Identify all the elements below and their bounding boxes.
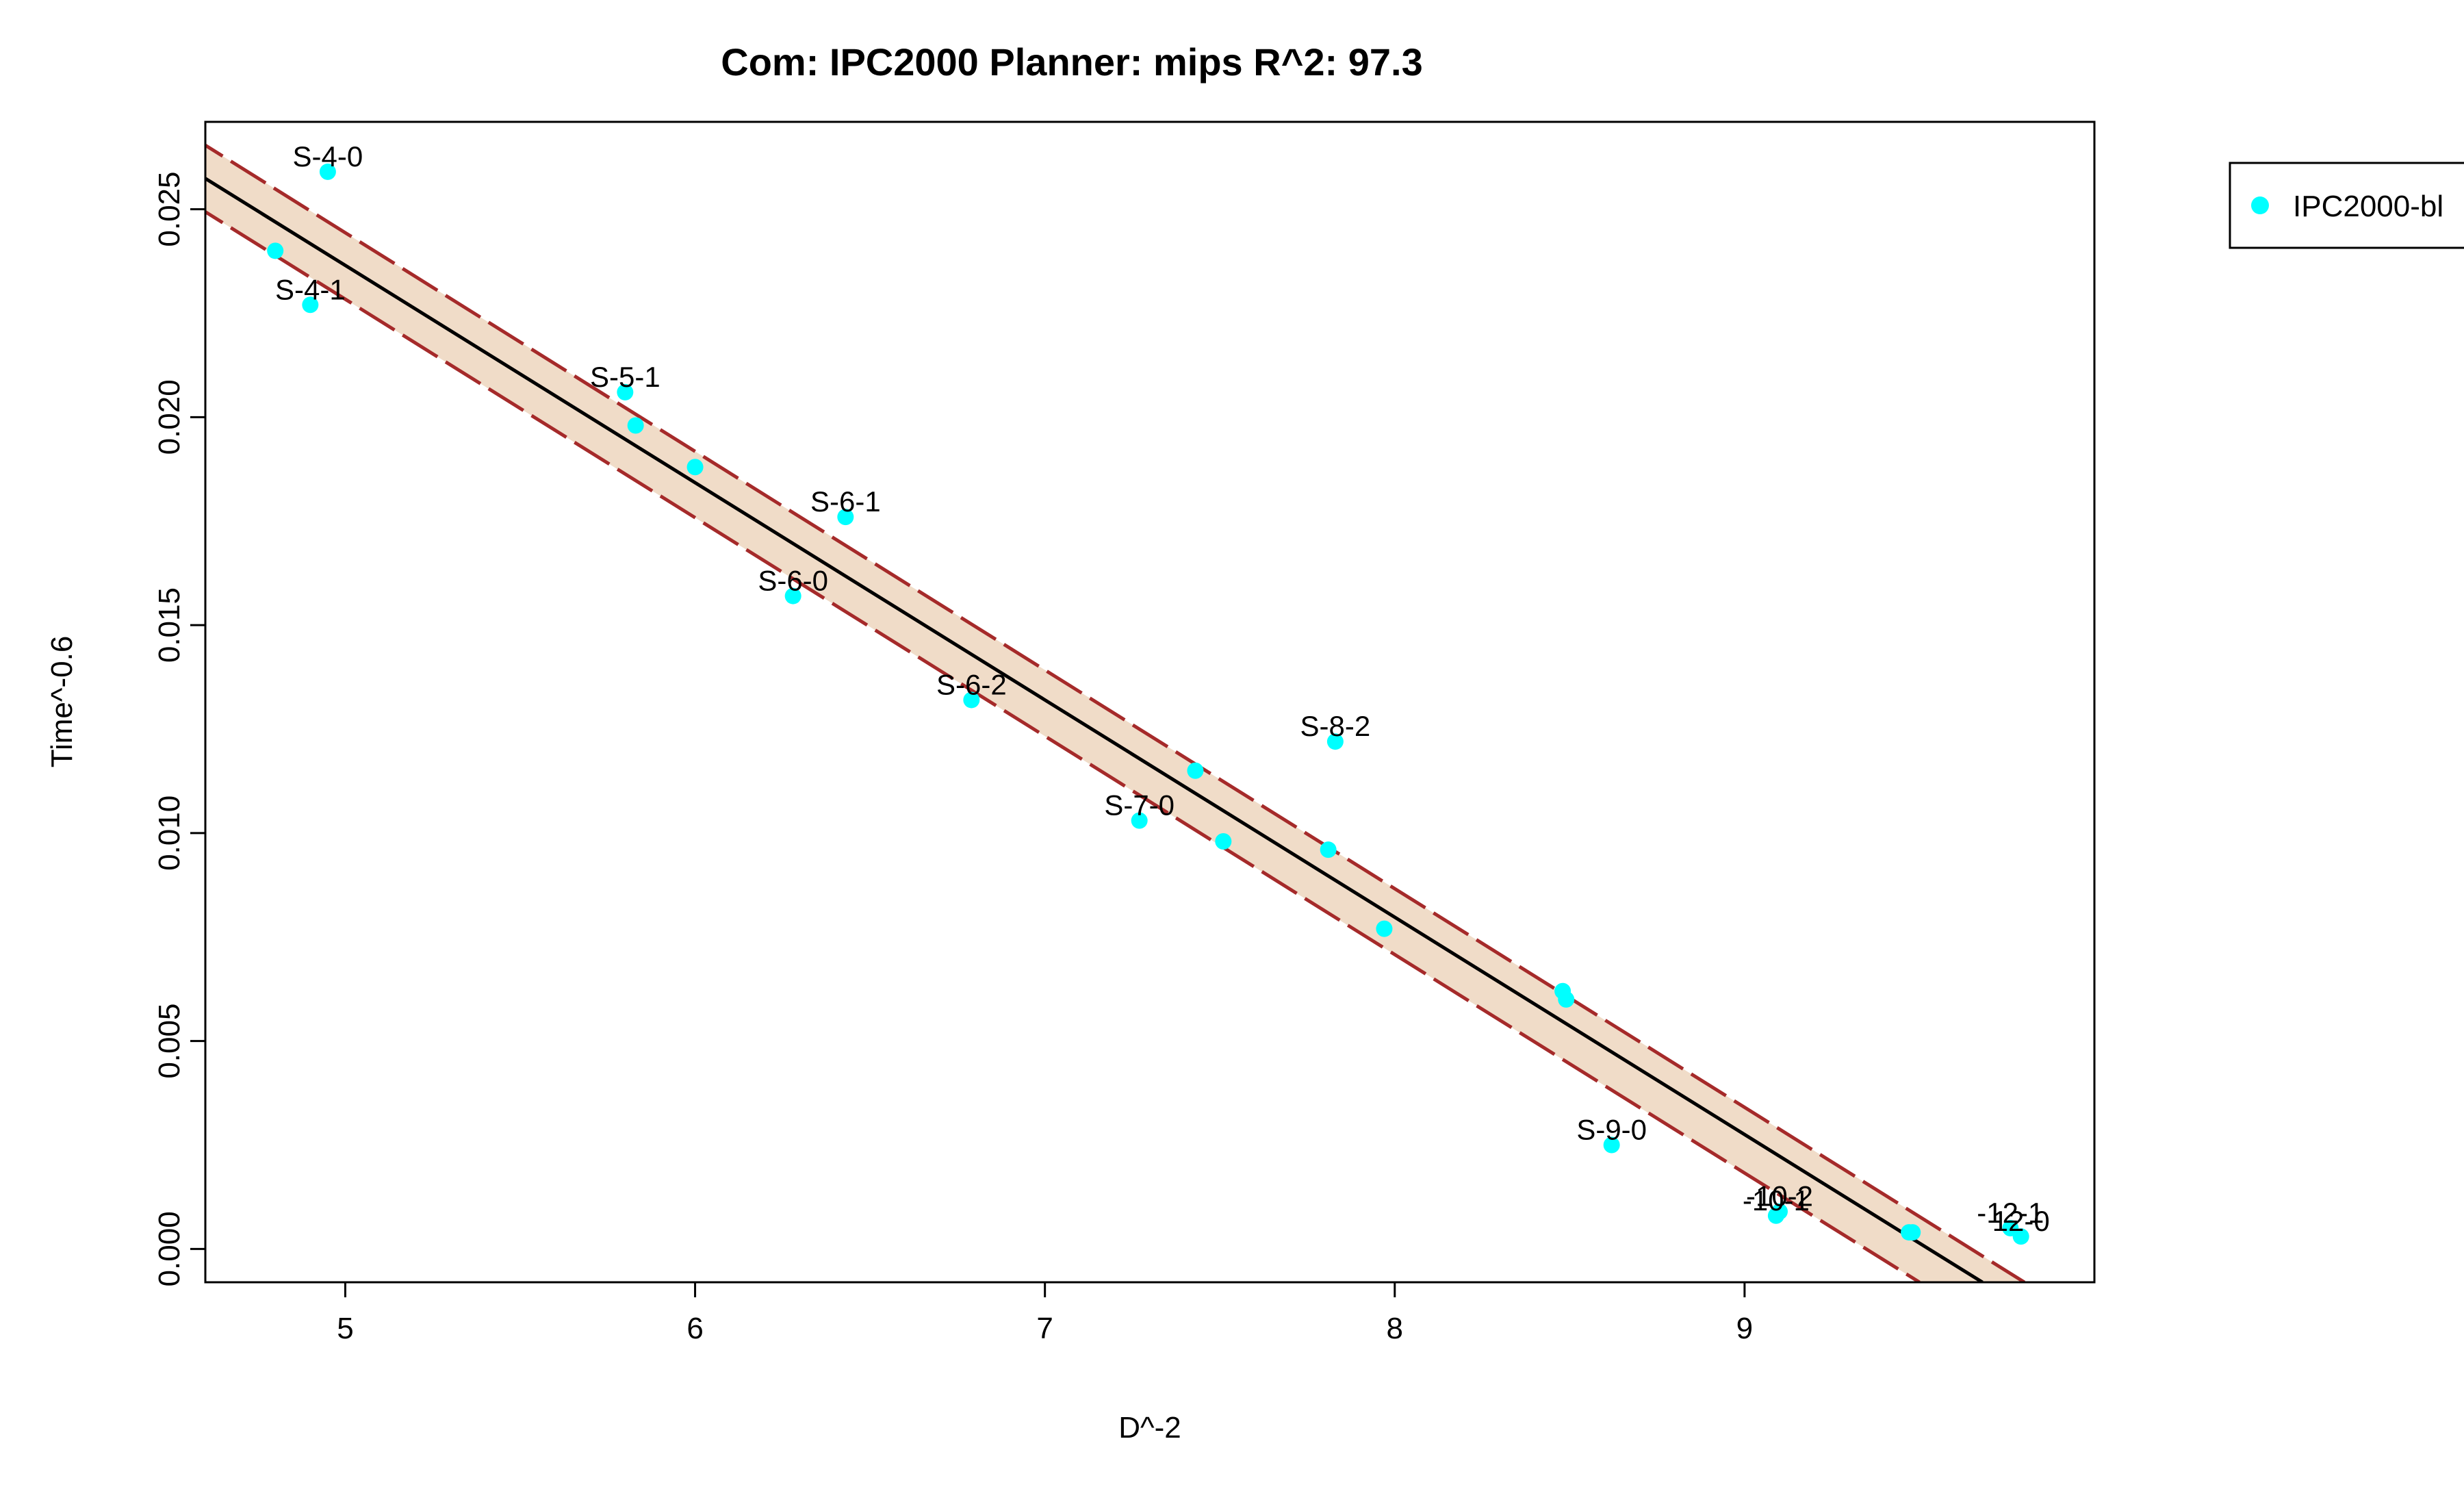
data-point (1376, 920, 1393, 937)
data-points (267, 163, 2029, 1245)
data-point (319, 163, 336, 180)
y-tick-label: 0.025 (153, 172, 186, 247)
x-tick-label: 9 (1736, 1312, 1753, 1345)
y-tick-label: 0.010 (153, 796, 186, 871)
x-axis-label: D^-2 (1118, 1411, 1181, 1445)
data-point-label: S-5-1 (590, 361, 660, 393)
data-point (1904, 1224, 1921, 1241)
data-point-label: -10-1 (1743, 1184, 1810, 1217)
data-point (2012, 1228, 2029, 1245)
y-tick-label: 0.015 (153, 587, 186, 663)
x-axis: 5 6 7 8 9 (337, 1281, 1753, 1345)
x-tick-label: 5 (337, 1312, 353, 1345)
data-point (1326, 733, 1344, 750)
data-point (686, 459, 704, 476)
data-point (1131, 812, 1148, 829)
data-point (617, 383, 634, 400)
data-point (302, 296, 319, 314)
regression-fit-line (205, 176, 1984, 1282)
data-point-label: S-9-0 (1576, 1114, 1647, 1146)
data-point-label: S-4-0 (293, 140, 363, 173)
data-point-label: S-6-1 (810, 485, 881, 518)
data-point-labels: S-4-1 S-4-0 S-5-1 S-6-0 S-6-1 S-6-2 S-7-0 S-8-2… (275, 140, 2050, 1237)
data-point (1603, 1136, 1620, 1154)
data-point-label: S-6-2 (936, 668, 1007, 700)
data-point-label: -10-2 (1746, 1180, 1813, 1212)
x-tick-label: 8 (1387, 1312, 1403, 1345)
data-point-label: -12-1 (1977, 1197, 2044, 1229)
data-point (1771, 1203, 1788, 1220)
legend-entry-label: IPC2000-bl (2293, 190, 2443, 223)
plot-frame (204, 120, 2096, 1284)
plot-area (205, 143, 2029, 1282)
y-tick-label: 0.000 (153, 1211, 186, 1286)
x-tick-label: 7 (1036, 1312, 1053, 1345)
y-axis-label: Time^-0.6 (45, 636, 79, 768)
data-point (784, 587, 801, 604)
data-point (627, 417, 644, 434)
confidence-band-lower-line (205, 209, 1921, 1282)
y-tick-label: 0.005 (153, 1004, 186, 1079)
data-point-label: S-8-2 (1300, 710, 1371, 742)
data-point-label: S-4-1 (275, 273, 346, 305)
data-point-label: S-7-0 (1104, 789, 1175, 822)
data-point (837, 509, 854, 526)
legend: IPC2000-bl (2229, 162, 2464, 249)
data-point (1187, 762, 1204, 779)
confidence-band-upper-line (205, 143, 2026, 1282)
data-point (1215, 833, 1232, 850)
data-point (1320, 841, 1337, 858)
chart-title: Com: IPC2000 Planner: mips R^2: 97.3 (721, 40, 1423, 84)
y-axis: 0.000 0.005 0.010 0.015 0.020 0.025 (153, 172, 207, 1286)
legend-marker (2251, 196, 2269, 214)
data-point (1558, 991, 1575, 1008)
data-point (963, 691, 980, 709)
data-point-label: 12-0 (1992, 1205, 2050, 1237)
x-tick-label: 6 (686, 1312, 703, 1345)
data-point (267, 242, 284, 259)
y-tick-label: 0.020 (153, 379, 186, 455)
data-point-label: S-6-0 (758, 565, 828, 597)
